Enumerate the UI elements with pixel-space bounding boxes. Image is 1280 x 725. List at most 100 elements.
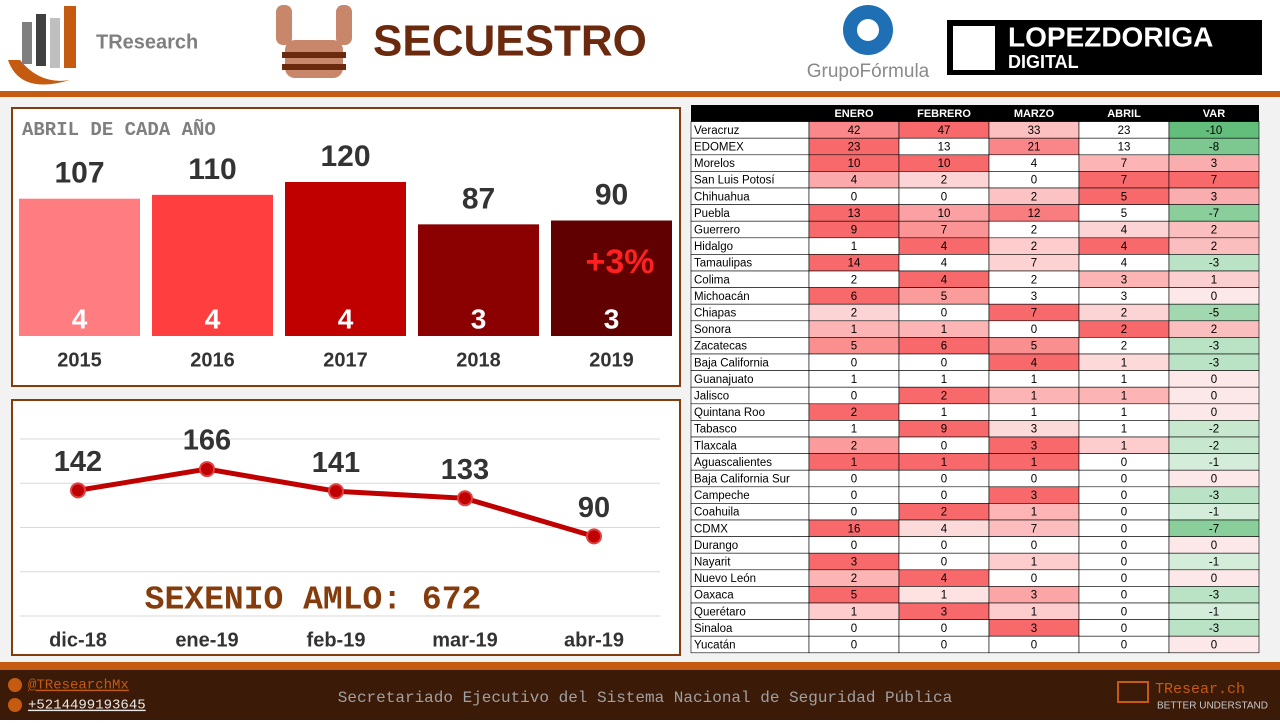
logo-bar (64, 6, 76, 68)
row-name: Colima (694, 274, 730, 286)
cell-value: 1 (851, 606, 857, 618)
x-tick-label: 2017 (323, 349, 368, 371)
icon-rope (282, 52, 346, 58)
row-name: Puebla (694, 208, 730, 220)
row-name: Jalisco (694, 391, 729, 403)
bar-inner-label: 3 (604, 303, 620, 334)
cell-value: -1 (1209, 507, 1219, 519)
cell-value: 13 (1118, 142, 1131, 154)
table-header-bg (691, 105, 1259, 122)
cell-value: 0 (851, 191, 857, 203)
row-name: Tlaxcala (694, 440, 737, 452)
cell-value: 2 (1031, 274, 1037, 286)
cell-value: 0 (941, 490, 947, 502)
row-name: Nuevo León (694, 573, 756, 585)
cell-value: 0 (1031, 324, 1037, 336)
cell-value: 0 (1121, 590, 1127, 602)
cell-value: 3 (1031, 291, 1037, 303)
cell-value: -7 (1209, 523, 1219, 535)
partner-logo-top: LOPEZDORIGA (1008, 21, 1213, 52)
cell-value: 3 (1031, 623, 1037, 635)
cell-value: 1 (1031, 557, 1037, 569)
cell-value: 0 (1121, 474, 1127, 486)
cell-value: 3 (1121, 291, 1127, 303)
row-name: Sonora (694, 324, 732, 336)
cell-value: 3 (1031, 490, 1037, 502)
bar (152, 194, 273, 336)
footer-twitter[interactable]: @TResearchMx (28, 678, 129, 694)
row-name: Tamaulipas (694, 258, 752, 270)
cell-value: 0 (851, 490, 857, 502)
cell-value: 0 (1121, 573, 1127, 585)
cell-value: 0 (1121, 490, 1127, 502)
cell-value: 0 (851, 474, 857, 486)
cell-value: 2 (851, 274, 857, 286)
row-name: Coahuila (694, 507, 740, 519)
cell-value: 1 (1031, 391, 1037, 403)
cell-value: 1 (1031, 457, 1037, 469)
cell-value: -5 (1209, 308, 1219, 320)
row-name: Morelos (694, 158, 735, 170)
cell-value: 4 (941, 523, 948, 535)
row-name: Baja California (694, 357, 769, 369)
cell-value: 6 (941, 341, 947, 353)
cell-value: -3 (1209, 490, 1219, 502)
cell-value: -10 (1206, 125, 1223, 137)
footer-rule (0, 662, 1280, 670)
chart-title: ABRIL DE CADA AÑO (22, 119, 216, 141)
cell-value: 0 (851, 507, 857, 519)
cell-value: 1 (1121, 357, 1127, 369)
cell-value: 1 (941, 590, 947, 602)
cell-value: 1 (851, 457, 857, 469)
bar (19, 198, 140, 336)
cell-value: 0 (851, 540, 857, 552)
x-tick-label: 2015 (57, 349, 102, 371)
cell-value: -2 (1209, 440, 1219, 452)
cell-value: 0 (1121, 623, 1127, 635)
cell-value: 1 (851, 324, 857, 336)
cell-value: 0 (941, 640, 947, 652)
cell-value: 1 (941, 457, 947, 469)
cell-value: 0 (1031, 175, 1037, 187)
row-name: Baja California Sur (694, 474, 790, 486)
cell-value: 1 (851, 424, 857, 436)
cell-value: 2 (851, 440, 857, 452)
row-name: Oaxaca (694, 590, 734, 602)
x-tick-label: ene-19 (175, 629, 238, 651)
cell-value: 2 (1211, 241, 1217, 253)
cell-value: 2 (941, 175, 947, 187)
bar (418, 224, 539, 336)
row-name: Sinaloa (694, 623, 733, 635)
cell-value: 0 (941, 191, 947, 203)
twitter-icon (8, 678, 22, 692)
cell-value: 1 (1031, 407, 1037, 419)
point-label: 133 (441, 454, 489, 486)
cell-value: 0 (1211, 474, 1217, 486)
cell-value: 9 (941, 424, 947, 436)
cell-value: 0 (851, 640, 857, 652)
cell-value: 7 (1121, 158, 1127, 170)
footer-site[interactable]: TResear.ch (1155, 681, 1245, 698)
logo-bar (36, 14, 46, 66)
cell-value: 1 (851, 374, 857, 386)
row-name: Guerrero (694, 225, 740, 237)
row-name: Guanajuato (694, 374, 753, 386)
logo-bar (50, 18, 60, 68)
cell-value: 0 (941, 440, 947, 452)
cell-value: 5 (851, 341, 857, 353)
cell-value: 1 (1121, 440, 1127, 452)
cell-value: 1 (1031, 507, 1037, 519)
row-name: Chihuahua (694, 191, 750, 203)
cell-value: 13 (938, 142, 951, 154)
x-tick-label: dic-18 (49, 629, 107, 651)
cell-value: 0 (1031, 540, 1037, 552)
cell-value: -1 (1209, 557, 1219, 569)
footer-phone[interactable]: +5214499193645 (28, 698, 146, 714)
cell-value: 2 (941, 391, 947, 403)
partner-logo-bottom: DIGITAL (1008, 52, 1079, 72)
cell-value: 4 (941, 258, 948, 270)
cell-value: 3 (851, 557, 857, 569)
cell-value: 0 (941, 623, 947, 635)
bar-annotation: +3% (586, 243, 655, 281)
